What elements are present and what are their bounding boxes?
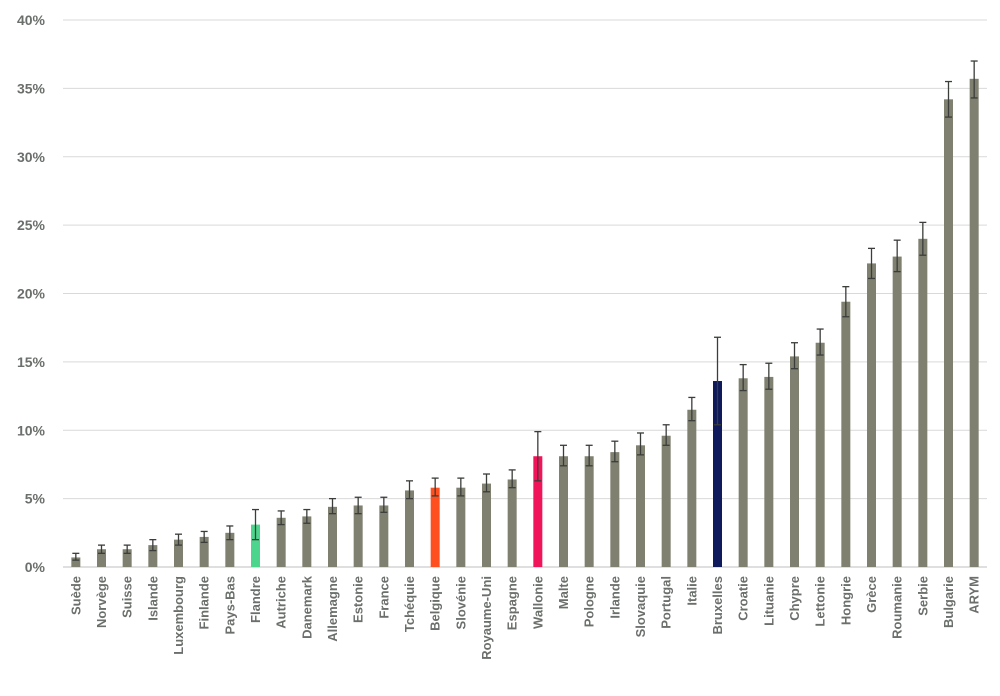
bar-tch-quie [405,490,414,567]
x-category-label: Norvège [94,576,109,628]
x-category-label: Lettonie [813,576,828,627]
gridlines [63,19,987,568]
y-tick-label: 10% [17,422,46,438]
x-category-label: Autriche [274,576,289,629]
bar-slov-nie [456,487,466,567]
x-category-label: Luxembourg [171,576,186,655]
x-category-label: Belgique [428,576,443,631]
x-category-label: Chypre [787,576,802,621]
bar-lettonie [815,342,825,567]
bar-france [379,505,389,567]
x-category-label: Roumanie [890,576,905,639]
bar-slovaquie [636,445,645,567]
bar-espagne [507,479,517,567]
bar-wallonie [533,456,543,567]
bar-roumanie [892,256,902,567]
x-category-label: France [376,576,391,619]
x-category-label: Italie [684,576,699,606]
x-category-label: Bruxelles [710,576,725,635]
x-category-label: Royaume-Uni [479,576,494,660]
bar-allemagne [328,506,337,567]
bar-portugal [661,435,671,567]
y-tick-label: 25% [17,217,46,233]
y-tick-label: 5% [25,491,46,507]
bar-danemark [302,516,312,567]
bars [71,78,979,568]
bar-chypre [790,356,799,567]
x-category-label: Flandre [248,576,263,623]
bar-malte [559,456,568,567]
x-category-label: Espagne [505,576,520,630]
x-category-label: Lituanie [761,576,776,626]
x-category-label: Allemagne [325,576,340,642]
x-category-label: Croatie [736,576,751,621]
bar-autriche [276,517,286,567]
bar-bulgarie [944,99,953,567]
bar-royaume-uni [482,483,491,567]
bar-luxembourg [174,539,183,567]
bar-norv-ge [97,549,106,567]
x-category-label: Portugal [659,576,674,629]
x-category-label: Serbie [915,576,930,616]
bar-gr-ce [867,263,876,567]
x-category-label: Grèce [864,576,879,613]
bar-islande [148,545,158,567]
x-category-label: Pologne [582,576,597,627]
x-category-label: Finlande [197,576,212,629]
x-category-label: Hongrie [838,576,853,625]
bar-estonie [353,505,363,567]
bar-serbie [918,238,928,568]
y-tick-label: 30% [17,149,46,165]
bar-finlande [199,536,209,567]
y-tick-label: 20% [17,286,46,302]
bar-su-de [71,557,81,567]
y-tick-label: 40% [17,12,46,28]
bar-hongrie [841,301,851,567]
x-category-label: ARYM [967,576,982,614]
bar-arym [969,78,979,568]
x-category-label: Slovénie [453,576,468,629]
x-category-label: Slovaquie [633,576,648,637]
y-tick-label: 15% [17,354,46,370]
x-category-label: Tchéquie [402,576,417,632]
error-bars [72,60,978,561]
x-category-label: Irlande [607,576,622,619]
x-category-label: Estonie [351,576,366,623]
y-tick-label: 35% [17,80,46,96]
bar-italie [687,409,697,567]
y-axis-tick-labels: 0% 5% 10% 15% 20% 25% 30% 35% 40% [17,12,46,575]
x-category-label: Wallonie [530,576,545,629]
bar-croatie [738,378,748,567]
x-category-label: Danemark [299,575,314,639]
bar-suisse [122,549,132,567]
x-category-label: Bulgarie [941,576,956,628]
x-axis-category-labels: Suède Norvège Suisse Islande Luxembourg Finla… [68,575,981,660]
bar-bruxelles [713,381,722,567]
bar-irlande [610,452,620,567]
x-category-label: Suède [68,576,83,615]
y-tick-label: 0% [25,559,46,575]
bar-flandre [251,524,260,567]
x-category-label: Pays-Bas [222,576,237,635]
x-category-label: Suisse [120,576,135,618]
x-category-label: Malte [556,576,571,609]
bar-pays-bas [225,532,235,567]
bar-belgique [430,487,440,567]
x-category-label: Islande [145,576,160,621]
bar-lituanie [764,376,774,567]
bar-pologne [584,456,594,567]
